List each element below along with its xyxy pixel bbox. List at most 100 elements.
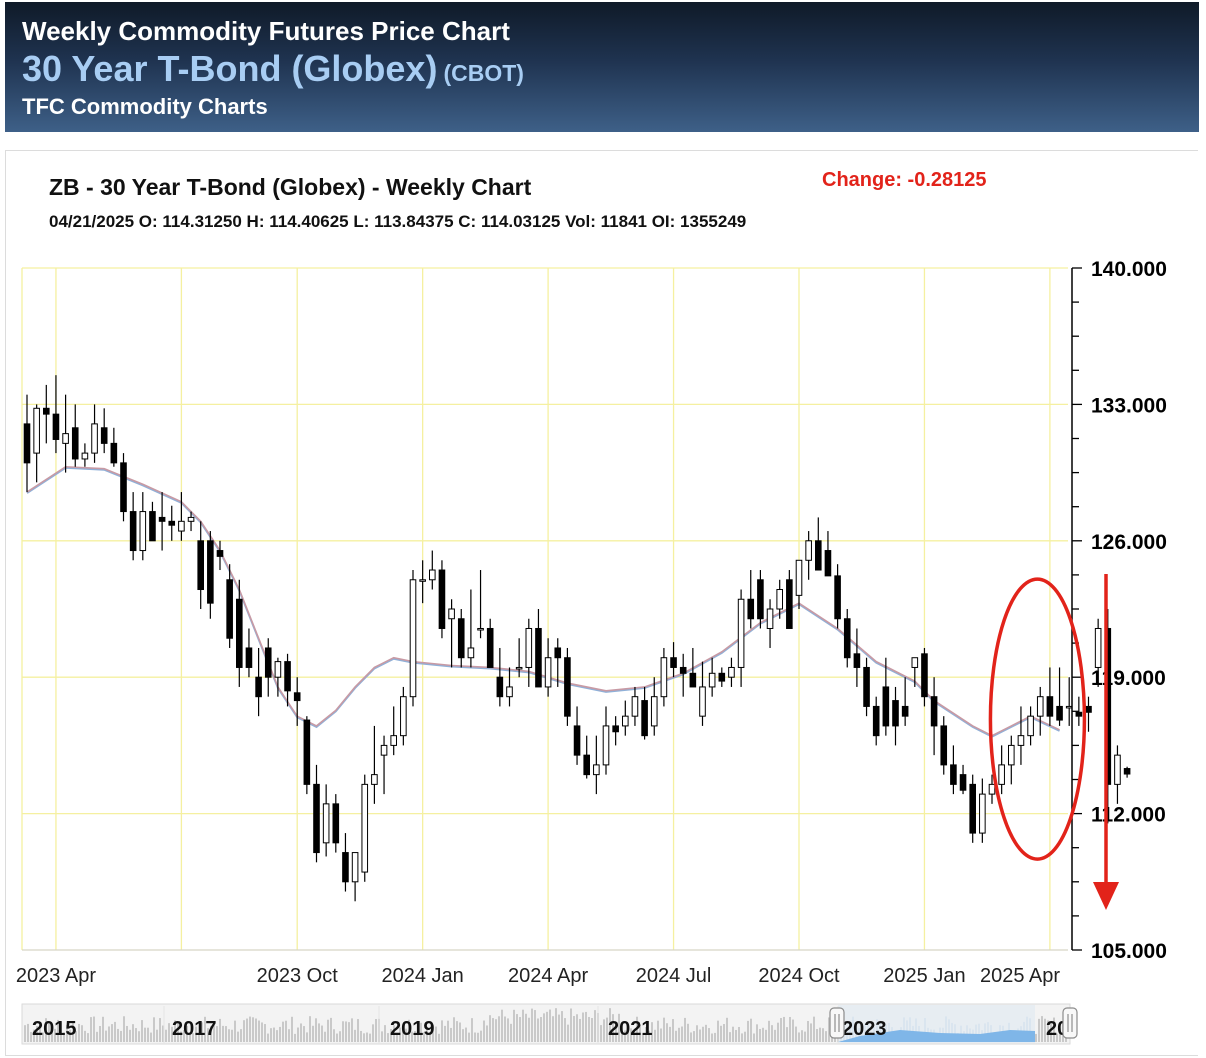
overview-bar (174, 1020, 176, 1042)
candle-body (216, 550, 224, 557)
overview-bar (510, 1023, 512, 1042)
overview-handle[interactable] (1062, 1007, 1078, 1039)
overview-bar (624, 1030, 626, 1042)
candle-body (33, 407, 40, 454)
candle (1027, 706, 1034, 746)
candle-body (429, 569, 436, 581)
overview-bar (552, 1016, 554, 1042)
overview-bar (546, 1011, 548, 1042)
candle-body (834, 575, 841, 620)
overview-bar (498, 1016, 500, 1042)
candle (506, 667, 513, 707)
candle (622, 700, 629, 736)
overview-bar (267, 1033, 269, 1042)
overview-bar (708, 1028, 710, 1042)
overview-bar (1029, 1018, 1031, 1042)
candle (149, 501, 156, 542)
candle-body (457, 618, 465, 659)
candle (91, 404, 98, 463)
overview-bar (180, 1031, 182, 1042)
overview-bar (423, 1032, 425, 1042)
overview-bar (621, 1030, 623, 1042)
overview-bar (561, 1011, 563, 1042)
overview-bar (327, 1019, 329, 1042)
candle-body (979, 793, 986, 834)
overview-bar (816, 1029, 818, 1042)
candle-body (139, 511, 147, 552)
candle-body (486, 627, 494, 668)
overview-bar (444, 1025, 446, 1042)
overview-bar (480, 1030, 482, 1042)
candle (641, 686, 648, 740)
candle (1085, 696, 1092, 732)
candle-body (564, 657, 571, 717)
overview-bar (414, 1031, 416, 1042)
candle-body (1008, 744, 1015, 766)
overview-bar (135, 1028, 137, 1042)
candle-body (303, 719, 311, 785)
overview-bar (732, 1026, 734, 1042)
candle (236, 579, 243, 687)
overview-bar (987, 1022, 989, 1042)
candle (400, 686, 407, 746)
candle-body (892, 700, 899, 727)
candle (824, 531, 832, 577)
overview-bar (786, 1027, 788, 1042)
overview-bar (543, 1013, 545, 1042)
overview-year-label: 2023 (842, 1018, 887, 1040)
overview-bar (828, 1017, 830, 1042)
overview-bar (600, 1025, 602, 1042)
overview-bar (1059, 1028, 1061, 1042)
overview-bar (654, 1029, 656, 1042)
overview-bar (696, 1025, 698, 1042)
overview-year-label: 2021 (608, 1018, 653, 1040)
overview-bar (528, 1017, 530, 1042)
overview-bar (669, 1026, 671, 1042)
overview-handle[interactable] (829, 1007, 845, 1039)
overview-bar (165, 1029, 167, 1042)
overview-bar (258, 1020, 260, 1042)
overview-bar (606, 1017, 608, 1042)
overview-bar (603, 1019, 605, 1042)
overview-bar (246, 1018, 248, 1042)
overview-bar (876, 1019, 878, 1042)
y-tick-label: 119.000 (1091, 667, 1166, 690)
overview-bar (810, 1023, 812, 1042)
overview-bar (465, 1027, 467, 1042)
candle-body (708, 672, 716, 688)
x-tick-label: 2023 Oct (257, 965, 339, 987)
overview-bar (1044, 1018, 1046, 1042)
overview-navigator[interactable]: 2015 2017 2019 2021 2023 20 (21, 1003, 1078, 1045)
candle (33, 404, 40, 483)
candle-body (43, 407, 50, 415)
candle (892, 686, 899, 746)
overview-bar (183, 1029, 185, 1042)
candle-body (1075, 711, 1083, 717)
candle-body (911, 657, 919, 668)
overview-bar (765, 1029, 767, 1042)
candle-body (863, 666, 870, 707)
change-label: Change: -0.28125 (822, 169, 987, 191)
candle (737, 589, 745, 687)
candle (679, 653, 687, 697)
overview-bar (159, 1018, 161, 1042)
overview-bar (426, 1026, 428, 1042)
candle-body (882, 686, 890, 727)
candle (1036, 686, 1044, 736)
overview-bar (93, 1016, 95, 1042)
candle (959, 764, 967, 795)
overview-bar (87, 1033, 89, 1042)
candle (728, 657, 735, 687)
candle-body (1114, 754, 1121, 785)
overview-bar (540, 1017, 542, 1042)
overview-bar (66, 1025, 68, 1042)
overview-bar (459, 1022, 461, 1042)
overview-bar (402, 1029, 404, 1042)
overview-bar (126, 1025, 128, 1042)
overview-bar (522, 1009, 524, 1042)
candle (998, 745, 1005, 795)
exchange-label: (CBOT) (443, 60, 524, 86)
overview-bar (456, 1021, 458, 1042)
candle (457, 609, 465, 668)
candle (438, 560, 446, 639)
